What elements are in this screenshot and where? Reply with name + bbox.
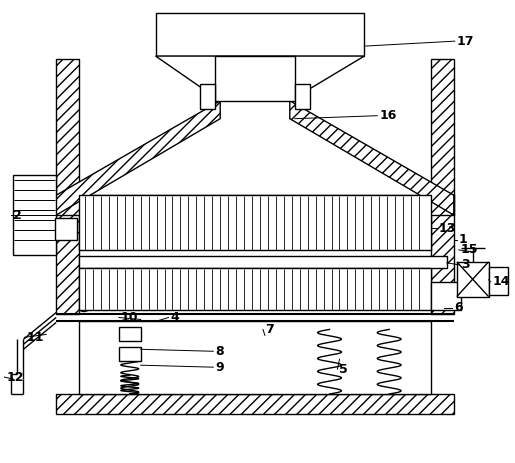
Bar — [56, 59, 79, 314]
Bar — [79, 321, 431, 394]
Text: 11: 11 — [26, 331, 44, 344]
Bar — [79, 268, 431, 310]
Bar — [431, 59, 454, 314]
Text: 16: 16 — [379, 109, 397, 122]
Bar — [431, 282, 461, 310]
Bar — [200, 84, 215, 109]
Polygon shape — [156, 56, 364, 101]
Bar — [215, 56, 295, 101]
Text: 2: 2 — [13, 209, 22, 222]
Bar — [79, 256, 447, 268]
Bar — [146, 322, 414, 334]
Polygon shape — [56, 101, 220, 215]
Text: 9: 9 — [215, 361, 224, 374]
Text: 14: 14 — [492, 275, 510, 288]
Text: 17: 17 — [457, 35, 474, 48]
Bar — [119, 347, 141, 361]
Bar — [489, 267, 508, 294]
Bar — [457, 262, 489, 297]
Text: 3: 3 — [461, 258, 469, 271]
Bar — [56, 394, 454, 414]
Text: 7: 7 — [265, 323, 273, 336]
Polygon shape — [290, 101, 454, 215]
Bar — [79, 195, 431, 250]
Bar — [13, 175, 56, 255]
Text: 6: 6 — [454, 301, 462, 314]
Text: 1: 1 — [459, 233, 468, 246]
Bar — [56, 195, 454, 215]
Bar — [119, 327, 141, 341]
Text: 10: 10 — [121, 311, 139, 324]
Text: 4: 4 — [170, 311, 179, 324]
Text: 8: 8 — [215, 345, 224, 358]
Text: 12: 12 — [7, 370, 24, 384]
Text: 13: 13 — [439, 221, 456, 235]
Text: 15: 15 — [461, 244, 478, 257]
Bar — [295, 84, 310, 109]
Bar — [55, 218, 77, 240]
Text: 5: 5 — [339, 363, 348, 375]
Bar — [156, 13, 364, 56]
